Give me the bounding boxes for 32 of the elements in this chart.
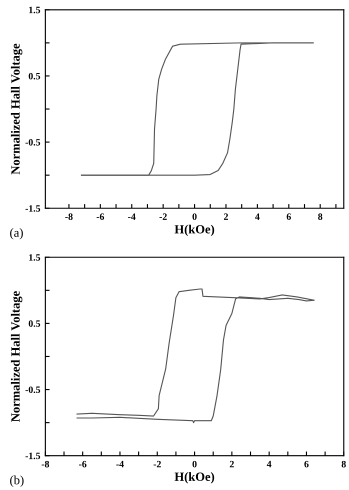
y-tick-label: -0.5 <box>25 139 40 146</box>
text: (b) <box>10 476 24 487</box>
y-tick-label: 0.5 <box>28 72 40 80</box>
y-tick-label: 1.5 <box>29 6 40 14</box>
x-tick-label: -6 <box>96 213 104 220</box>
y-tick-label: -1.5 <box>25 452 40 460</box>
x-tick-label: 0 <box>192 213 197 220</box>
y-tick-label: 1.5 <box>29 254 40 261</box>
x-axis-title: H(kOe) <box>174 472 214 484</box>
x-tick-label: -2 <box>159 213 167 220</box>
x-tick-label: 4 <box>255 213 260 220</box>
x-tick-label: -4 <box>116 460 124 468</box>
x-tick-label: 0 <box>192 460 197 468</box>
text: (a) <box>10 228 23 240</box>
x-tick-label: 2 <box>224 213 228 220</box>
x-tick-label: 4 <box>266 460 272 468</box>
x-axis-title: H(kOe) <box>174 224 214 236</box>
x-tick-label: -2 <box>154 460 161 468</box>
x-tick-label: 8 <box>342 460 346 468</box>
y-tick-label: -1.5 <box>25 205 40 212</box>
y-axis-title: Normalized Hall Voltage <box>10 291 22 422</box>
x-tick-label: 8 <box>318 213 322 220</box>
x-tick-label: -6 <box>78 460 86 468</box>
x-tick-label: -8 <box>42 460 50 468</box>
x-tick-label: 2 <box>230 460 234 468</box>
x-tick-label: 6 <box>286 213 291 220</box>
x-tick-label: 6 <box>304 460 309 468</box>
y-axis-title: Normalized Hall Voltage <box>10 44 22 174</box>
x-tick-label: -4 <box>128 213 136 220</box>
y-tick-label: -0.5 <box>25 386 40 394</box>
x-tick-label: -8 <box>65 213 73 220</box>
y-tick-label: 0.5 <box>28 320 40 327</box>
